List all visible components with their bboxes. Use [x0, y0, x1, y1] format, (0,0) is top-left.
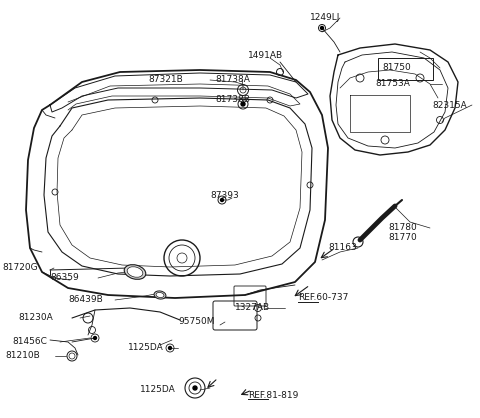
Text: 81753A: 81753A	[375, 79, 410, 89]
Text: 81456C: 81456C	[12, 337, 47, 347]
Text: 1327AB: 1327AB	[235, 303, 270, 313]
Text: 87393: 87393	[210, 191, 239, 199]
Circle shape	[220, 199, 224, 201]
Text: 82315A: 82315A	[432, 100, 467, 110]
Text: 87321B: 87321B	[148, 76, 183, 84]
Text: 1125DA: 1125DA	[128, 344, 164, 352]
Circle shape	[193, 386, 197, 390]
Ellipse shape	[127, 267, 143, 277]
Text: 81163: 81163	[328, 244, 357, 252]
Circle shape	[321, 26, 324, 30]
Text: 81780: 81780	[388, 224, 417, 232]
Text: 1249LJ: 1249LJ	[310, 13, 340, 23]
Ellipse shape	[156, 293, 164, 298]
Text: 81738B: 81738B	[215, 95, 250, 104]
Text: 95750M: 95750M	[178, 318, 215, 326]
Text: 81210B: 81210B	[5, 352, 40, 360]
Text: REF.81-819: REF.81-819	[248, 390, 299, 400]
Ellipse shape	[124, 265, 146, 279]
Text: 81770: 81770	[388, 234, 417, 242]
Text: REF.60-737: REF.60-737	[298, 293, 348, 303]
Circle shape	[241, 102, 245, 106]
Text: 86359: 86359	[50, 273, 79, 283]
Ellipse shape	[154, 291, 166, 299]
Circle shape	[168, 347, 171, 349]
Text: 1491AB: 1491AB	[248, 51, 283, 59]
Text: 81738A: 81738A	[215, 76, 250, 84]
Text: 81720G: 81720G	[2, 263, 37, 273]
Text: 81750: 81750	[382, 64, 411, 72]
Text: 86439B: 86439B	[68, 296, 103, 304]
Circle shape	[94, 336, 96, 339]
Text: 81230A: 81230A	[18, 314, 53, 323]
Text: 1125DA: 1125DA	[140, 385, 176, 395]
